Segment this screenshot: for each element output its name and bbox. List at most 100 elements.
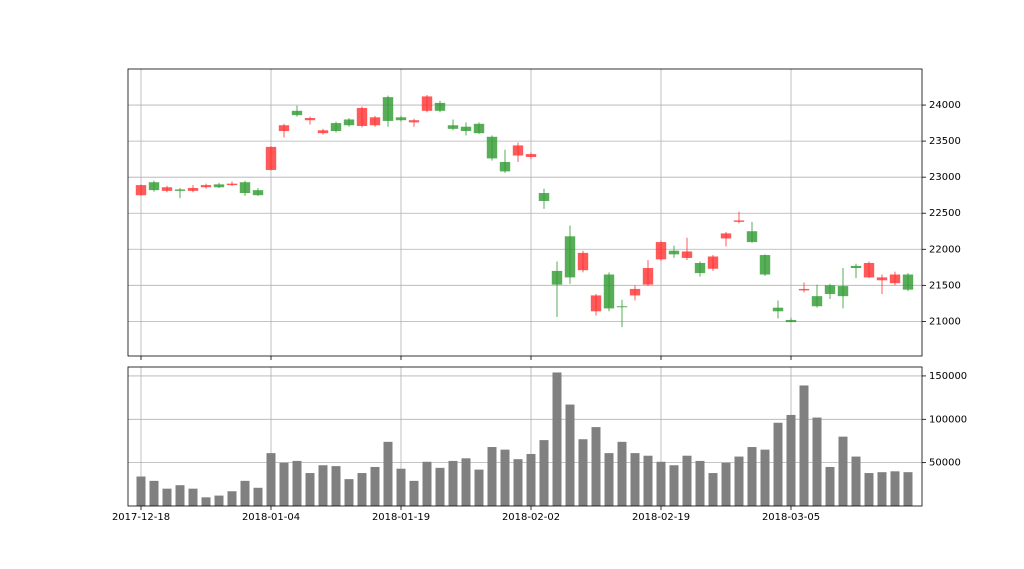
candle-body [473, 123, 485, 134]
candle-body [590, 295, 602, 312]
candle-body [733, 220, 745, 222]
volume-bar [708, 473, 718, 506]
volume-bar [526, 453, 536, 506]
candle-body [213, 184, 225, 188]
candle-body [356, 107, 368, 126]
volume-bar [422, 461, 432, 506]
candle-body [811, 296, 823, 307]
candle-body [642, 268, 654, 285]
x-tick-label: 2018-02-19 [632, 512, 690, 523]
candle-body [746, 231, 758, 243]
volume-bar [409, 480, 419, 506]
volume-bar [175, 485, 185, 506]
candle-body [655, 242, 667, 260]
volume-bar [448, 460, 458, 506]
candle-body [330, 123, 342, 132]
volume-bar [487, 447, 497, 506]
candle-body [239, 182, 251, 194]
volume-bar [838, 436, 848, 506]
candle-body [720, 233, 732, 239]
candle-body [512, 145, 524, 156]
volume-bar [630, 453, 640, 506]
volume-bar [617, 441, 627, 506]
volume-bar [864, 473, 874, 506]
volume-bar [825, 466, 835, 506]
volume-bar [149, 480, 159, 506]
candle-body [538, 193, 550, 201]
volume-bar [773, 422, 783, 506]
y-tick-label: 24000 [929, 100, 961, 111]
candle-body [759, 255, 771, 275]
y-tick-label: 21500 [929, 280, 961, 291]
volume-bar [747, 447, 757, 506]
volume-bar [318, 465, 328, 506]
candle-body [226, 183, 238, 186]
plot-frame [127, 68, 923, 357]
volume-bar [201, 497, 211, 506]
volume-bar [162, 488, 172, 506]
volume-bar [357, 473, 367, 506]
candle-body [369, 117, 381, 126]
x-tick-label: 2018-03-05 [762, 512, 820, 523]
volume-bar [578, 439, 588, 506]
volume-bar [305, 473, 315, 506]
volume-bar [344, 479, 354, 506]
volume-bar [565, 404, 575, 506]
volume-bar [695, 460, 705, 506]
candle-body [187, 187, 199, 191]
candle-body [668, 250, 680, 255]
candle-body [174, 189, 186, 191]
candle-body [889, 274, 901, 284]
volume-bar [877, 472, 887, 506]
candle-body [551, 270, 563, 285]
candle-body [850, 265, 862, 269]
candle-body [447, 125, 459, 129]
candle-body [395, 117, 407, 121]
candle-body [681, 251, 693, 258]
candle-body [785, 319, 797, 323]
candle-body [161, 187, 173, 191]
candle-body [252, 190, 264, 196]
volume-bar [643, 455, 653, 506]
candle-body [343, 119, 355, 126]
volume-bar [500, 449, 510, 506]
volume-bar [669, 465, 679, 506]
candle-body [291, 110, 303, 116]
volume-bar [188, 488, 198, 506]
volume-bar [383, 441, 393, 506]
candle-body [304, 118, 316, 121]
volume-bar [266, 453, 276, 506]
candle-body [486, 136, 498, 159]
volume-bar [591, 427, 601, 506]
candle-body [577, 252, 589, 271]
y-tick-label: 50000 [929, 458, 961, 469]
y-tick-label: 23500 [929, 136, 961, 147]
volume-bar [851, 456, 861, 506]
x-tick-label: 2018-02-02 [502, 512, 560, 523]
candle-body [382, 97, 394, 121]
y-tick-label: 21000 [929, 316, 961, 327]
candle-body [837, 286, 849, 297]
x-tick-label: 2018-01-04 [242, 512, 300, 523]
candle-body [135, 185, 147, 196]
y-tick-label: 22500 [929, 208, 961, 219]
candle-body [278, 125, 290, 132]
volume-bar [513, 459, 523, 506]
candle-body [460, 126, 472, 132]
candle-body [499, 162, 511, 172]
x-tick-label: 2017-12-18 [112, 512, 170, 523]
candle-body [525, 154, 537, 157]
volume-bar [734, 456, 744, 506]
volume-bar [890, 471, 900, 506]
volume-bar [799, 385, 809, 506]
x-tick-label: 2018-01-19 [372, 512, 430, 523]
candle-body [772, 307, 784, 312]
volume-bar [396, 468, 406, 506]
candle-body [629, 288, 641, 296]
y-tick-label: 22000 [929, 244, 961, 255]
candle-body [798, 288, 810, 291]
volume-bar [812, 417, 822, 506]
candle-body [616, 306, 628, 308]
